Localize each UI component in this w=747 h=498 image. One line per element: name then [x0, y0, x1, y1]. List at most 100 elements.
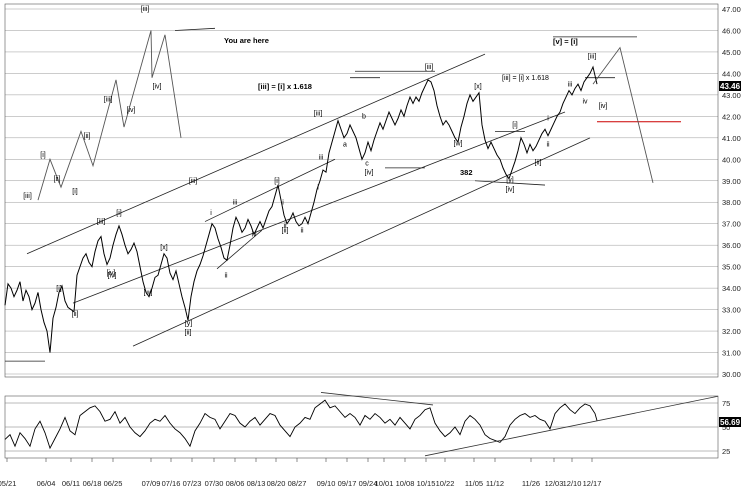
x-tick-label: 07/16	[162, 479, 181, 488]
wave-label: [iv]	[107, 270, 116, 277]
projection-path	[592, 46, 654, 184]
wave-label: iv	[582, 98, 588, 105]
x-tick-label: 12/17	[583, 479, 602, 488]
y-tick-label: 37.00	[722, 220, 741, 229]
price-panel-frame	[4, 3, 719, 378]
indicator-y-tick-label: 25	[722, 447, 730, 456]
annotations: You are here [v] = [i] [iii] = [i] x 1.6…	[224, 36, 578, 177]
wave-label: [w]	[454, 140, 463, 147]
indicator-resistance-line	[320, 392, 434, 406]
price-line	[4, 65, 598, 353]
projection-line	[592, 46, 654, 184]
schematic-wave-label: [iii]	[104, 96, 113, 103]
wave-label: ii	[283, 223, 287, 230]
x-tick-label: 08/13	[247, 479, 266, 488]
y-tick-label: 33.00	[722, 306, 741, 315]
y-tick-label: 42.00	[722, 112, 741, 121]
wave-label: [x]	[160, 244, 167, 251]
support-line-382	[474, 180, 546, 186]
x-tick-label: 07/23	[183, 479, 202, 488]
low-marker-label: 382	[460, 168, 473, 177]
wave-label: [iii]	[23, 193, 32, 200]
x-tick-label: 11/05	[465, 479, 483, 488]
x-tick-label: 08/20	[267, 479, 286, 488]
wave-label: iii	[233, 199, 238, 206]
wave-label: [iv]	[599, 103, 608, 110]
middle-channel-line	[72, 111, 566, 304]
schematic-wave-label: [iv]	[153, 83, 162, 90]
schematic-wave-label: [i]	[40, 152, 46, 159]
wave-label: iii	[568, 81, 573, 88]
wave-label: [i]	[56, 285, 62, 292]
wave-label: [ii]	[535, 160, 542, 167]
y-tick-label: 47.00	[722, 5, 741, 14]
wave-label: [x]	[474, 83, 481, 90]
wave-label: [iii]	[97, 219, 106, 226]
y-tick-label: 41.00	[722, 134, 741, 143]
x-tick-label: 07/09	[142, 479, 161, 488]
schematic-wave-label: [ii]	[54, 176, 61, 183]
x-tick-label: 07/30	[205, 479, 224, 488]
indicator-y-tick-label: 75	[722, 399, 730, 408]
x-tick-label: 09/17	[338, 479, 357, 488]
x-tick-label: 09/10	[317, 479, 336, 488]
channel-lines	[5, 27, 681, 362]
projection-target-label: [v] = [i]	[553, 37, 578, 46]
wave-label: [iv]	[506, 187, 515, 194]
x-tick-label: 12/03	[545, 479, 564, 488]
y-tick-label: 36.00	[722, 241, 741, 250]
schematic-wave-label: [i]	[72, 189, 78, 196]
wave-label: [ii]	[72, 311, 79, 318]
schematic-wave-label: [ii]	[84, 133, 91, 140]
x-tick-label: 08/27	[288, 479, 307, 488]
wave-label: [iii]	[189, 178, 198, 185]
y-tick-label: 34.00	[722, 284, 741, 293]
upper-channel-line	[26, 53, 486, 255]
indicator-line	[4, 399, 598, 450]
you-are-here-pointer	[174, 27, 216, 31]
last-indicator-value: 56.69	[720, 418, 741, 427]
last-indicator-tag: 56.69	[719, 417, 741, 427]
wave-label: c	[365, 161, 369, 168]
inner-channel-a	[204, 158, 336, 222]
wave-label: iv	[251, 232, 257, 239]
wave-label: ii	[224, 272, 228, 279]
x-tick-label: 06/04	[37, 479, 56, 488]
indicator-gridlines	[5, 402, 718, 452]
wave-schematic-line	[37, 30, 182, 201]
x-tick-label: 09/24	[359, 479, 378, 488]
indicator-y-axis: 75 50 25	[722, 399, 730, 456]
y-tick-label: 43.00	[722, 91, 741, 100]
wave-label: ii	[300, 227, 304, 234]
indicator-support-line	[424, 395, 719, 457]
fib-label-right: [iii] = [i] x 1.618	[502, 75, 549, 82]
y-tick-label: 31.00	[722, 349, 741, 358]
x-tick-label: 10/08	[396, 479, 415, 488]
inner-channel-b	[216, 229, 263, 270]
price-panel: 47.00 46.00 45.00 44.00 43.00 42.00 41.00 40.00…	[4, 3, 741, 379]
wave-label: b	[362, 114, 366, 121]
y-tick-label: 44.00	[722, 69, 741, 78]
wave-label: [i]	[512, 122, 518, 129]
x-tick-label: 05/21	[0, 479, 16, 488]
you-are-here-label: You are here	[224, 36, 269, 45]
y-tick-label: 32.00	[722, 327, 741, 336]
y-tick-label: 40.00	[722, 155, 741, 164]
wave-label: [iii]	[425, 64, 434, 71]
wave-label: [ii]	[282, 227, 289, 234]
y-tick-label: 39.00	[722, 177, 741, 186]
wave-label: [iv]	[108, 272, 117, 279]
y-tick-label: 30.00	[722, 370, 741, 379]
x-tick-label: 10/01	[375, 479, 394, 488]
wave-label: iii	[319, 154, 324, 161]
wave-labels: [iii][i][ii][y][x][w][iv][iii]abc[iv][ii…	[23, 6, 608, 336]
wave-label: [y]	[506, 177, 513, 184]
x-tick-label: 06/25	[104, 479, 123, 488]
wave-label: i	[547, 116, 549, 123]
indicator-series	[4, 392, 719, 457]
y-tick-label: 46.00	[722, 26, 741, 35]
x-tick-label: 11/12	[486, 479, 504, 488]
price-series	[4, 65, 598, 353]
wave-schematic	[37, 30, 182, 201]
